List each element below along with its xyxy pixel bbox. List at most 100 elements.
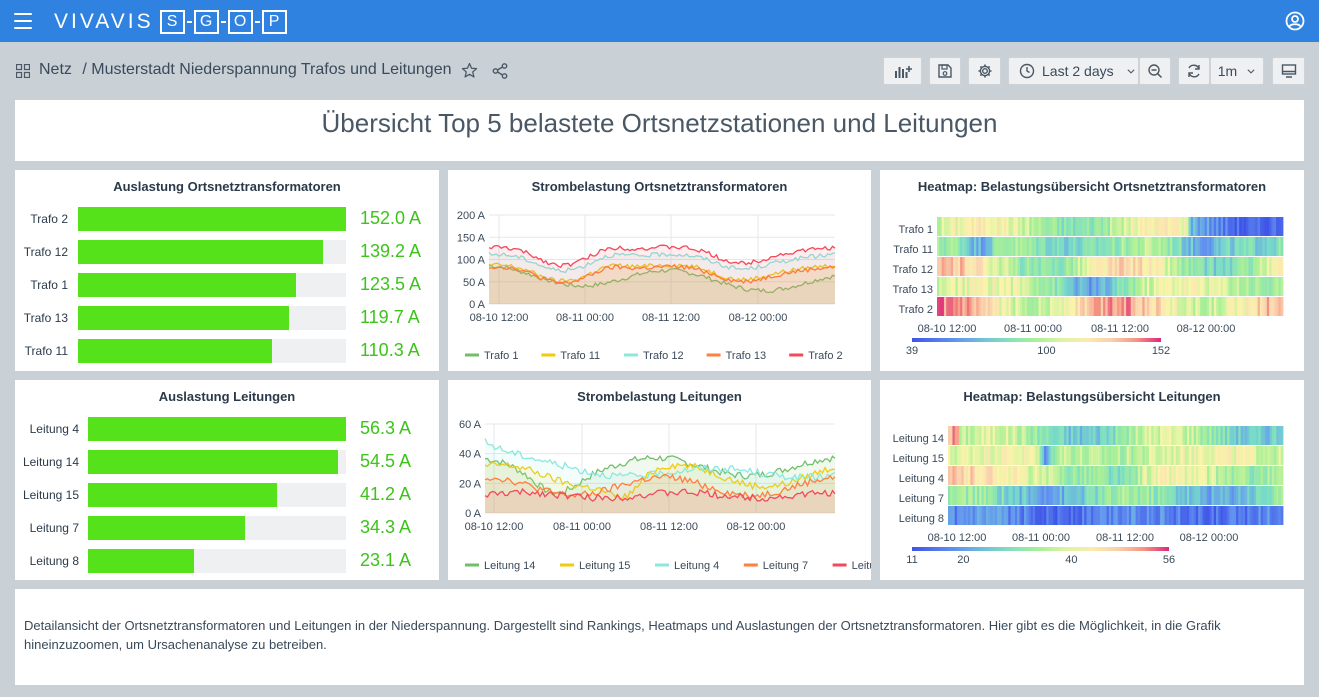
- brand-logo[interactable]: VIVAVIS S G O P: [54, 9, 289, 35]
- bar-value: 139.2 A: [360, 241, 422, 261]
- zoom-out-button[interactable]: [1139, 57, 1171, 85]
- description-panel: Detailansicht der Ortsnetztransformatore…: [15, 589, 1304, 685]
- series-line[interactable]: [488, 251, 836, 274]
- panel-title[interactable]: Heatmap: Belastungsübersicht Leitungen: [963, 389, 1221, 404]
- legend-item[interactable]: Trafo 11: [560, 350, 600, 362]
- series-area: [485, 462, 835, 513]
- legend-item[interactable]: Leitung 14: [484, 560, 535, 572]
- user-profile-icon[interactable]: [1285, 11, 1305, 31]
- save-icon: [938, 64, 952, 78]
- legend-item[interactable]: Trafo 12: [643, 350, 684, 362]
- bar-track: [88, 549, 346, 573]
- bar-row[interactable]: Trafo 12 139.2 A: [15, 240, 439, 264]
- breadcrumb-folder[interactable]: Netz: [39, 61, 72, 78]
- series-line[interactable]: [484, 454, 836, 496]
- dashboard-heading: Übersicht Top 5 belastete Ortsnetzstatio…: [321, 108, 998, 138]
- share-icon[interactable]: [492, 63, 508, 79]
- refresh-interval-picker[interactable]: 1m: [1210, 57, 1264, 85]
- heatmap-row[interactable]: [937, 237, 1284, 256]
- dashboard-header: Netz / Musterstadt Niederspannung Trafos…: [0, 42, 1319, 100]
- heatmap-row[interactable]: [937, 217, 1284, 236]
- heatmap-row-label: Leitung 14: [893, 433, 944, 445]
- trafo-utilization-panel: Auslastung Ortsnetztransformatoren Trafo…: [15, 170, 439, 371]
- bar-row[interactable]: Leitung 4 56.3 A: [15, 417, 439, 441]
- panel-title[interactable]: Strombelastung Ortsnetztransformatoren: [531, 179, 788, 194]
- star-icon[interactable]: [461, 62, 478, 79]
- bar-fill: [88, 549, 194, 573]
- heatmap-row[interactable]: [937, 297, 1284, 316]
- heatmap-row[interactable]: [948, 426, 1284, 445]
- legend-item[interactable]: Leitung 8: [852, 560, 871, 572]
- trafo-heatmap-chart[interactable]: Trafo 1 Trafo 11 Trafo 12 Trafo 13 Trafo 2 08…: [880, 170, 1304, 371]
- heatmap-row-label: Trafo 1: [899, 224, 933, 236]
- brand-name: VIVAVIS: [54, 10, 154, 33]
- color-scale-label: 56: [1163, 554, 1175, 566]
- trafo-heatmap-panel: Heatmap: Belastungsübersicht Ortsnetztra…: [880, 170, 1304, 371]
- bar-label: Trafo 11: [24, 344, 68, 358]
- bar-row[interactable]: Leitung 7 34.3 A: [15, 516, 439, 540]
- heatmap-row-label: Leitung 8: [899, 513, 944, 525]
- bar-row[interactable]: Leitung 15 41.2 A: [15, 483, 439, 507]
- bar-label: Leitung 14: [22, 455, 79, 469]
- series-line[interactable]: [484, 438, 836, 482]
- panel-title[interactable]: Strombelastung Leitungen: [577, 389, 742, 404]
- line-heatmap-chart[interactable]: Leitung 14 Leitung 15 Leitung 4 Leitung 7 Le…: [880, 380, 1304, 580]
- color-scale-label: 39: [906, 345, 918, 357]
- hamburger-menu-icon[interactable]: [14, 13, 32, 29]
- bar-row[interactable]: Trafo 2 152.0 A: [15, 207, 439, 231]
- color-scale-label: 100: [1037, 345, 1055, 357]
- line-current-chart[interactable]: 60 A 40 A 20 A 0 A08-10 12:00 08-11 00:00 08-…: [448, 380, 871, 580]
- bar-track: [88, 516, 346, 540]
- color-scale-label: 11: [906, 554, 917, 566]
- bar-row[interactable]: Trafo 11 110.3 A: [15, 339, 439, 363]
- heatmap-row-label: Leitung 15: [893, 453, 944, 465]
- bar-row[interactable]: Leitung 8 23.1 A: [15, 549, 439, 573]
- save-dashboard-button[interactable]: [929, 57, 961, 85]
- legend-item[interactable]: Trafo 13: [726, 350, 767, 362]
- x-tick-label: 08-11 00:00: [556, 312, 614, 324]
- bar-fill: [88, 483, 277, 507]
- series-line[interactable]: [484, 487, 836, 502]
- heatmap-row[interactable]: [948, 466, 1284, 485]
- bar-fill: [88, 417, 346, 441]
- legend-item[interactable]: Trafo 1: [484, 350, 518, 362]
- add-panel-button[interactable]: [883, 57, 922, 85]
- bar-track: [88, 483, 346, 507]
- x-tick-label: 08-10 12:00: [470, 312, 529, 324]
- panel-title[interactable]: Heatmap: Belastungsübersicht Ortsnetztra…: [917, 179, 1267, 194]
- bar-label: Leitung 7: [29, 521, 79, 535]
- y-tick-label: 50 A: [463, 277, 486, 289]
- series-line[interactable]: [484, 461, 836, 501]
- time-range-picker[interactable]: Last 2 days: [1008, 57, 1139, 85]
- bar-row[interactable]: Trafo 1 123.5 A: [15, 273, 439, 297]
- heatmap-row[interactable]: [948, 506, 1284, 525]
- series-line[interactable]: [484, 473, 836, 500]
- heatmap-row-label: Trafo 2: [899, 304, 933, 316]
- brand-divider: [186, 21, 192, 23]
- refresh-button[interactable]: [1178, 57, 1210, 85]
- panel-title[interactable]: Auslastung Ortsnetztransformatoren: [113, 179, 341, 194]
- bar-row[interactable]: Trafo 13 119.7 A: [15, 306, 439, 330]
- tv-mode-button[interactable]: [1272, 57, 1305, 85]
- bar-fill: [78, 207, 346, 231]
- legend-item[interactable]: Trafo 2: [808, 350, 842, 362]
- heatmap-row[interactable]: [937, 257, 1284, 276]
- chart-grid: [485, 423, 835, 514]
- settings-button[interactable]: [968, 57, 1001, 85]
- legend-item[interactable]: Leitung 15: [579, 560, 630, 572]
- legend-item[interactable]: Leitung 4: [674, 560, 719, 572]
- panel-title[interactable]: Auslastung Leitungen: [158, 389, 296, 404]
- series-line[interactable]: [488, 244, 836, 269]
- legend-item[interactable]: Leitung 7: [763, 560, 808, 572]
- bar-fill: [78, 339, 272, 363]
- heatmap-row[interactable]: [937, 277, 1284, 296]
- page-title[interactable]: Musterstadt Niederspannung Trafos und Le…: [91, 61, 452, 78]
- y-tick-label: 0 A: [465, 508, 482, 520]
- heatmap-row[interactable]: [948, 446, 1284, 465]
- trafo-current-chart[interactable]: 200 A 150 A 100 A 50 A 0 A08-10 12:00 08-11 0…: [448, 170, 871, 371]
- x-tick-label: 08-10 12:00: [465, 521, 524, 533]
- heatmap-row[interactable]: [948, 486, 1284, 505]
- bar-track: [78, 240, 346, 264]
- series-line[interactable]: [488, 263, 836, 285]
- bar-row[interactable]: Leitung 14 54.5 A: [15, 450, 439, 474]
